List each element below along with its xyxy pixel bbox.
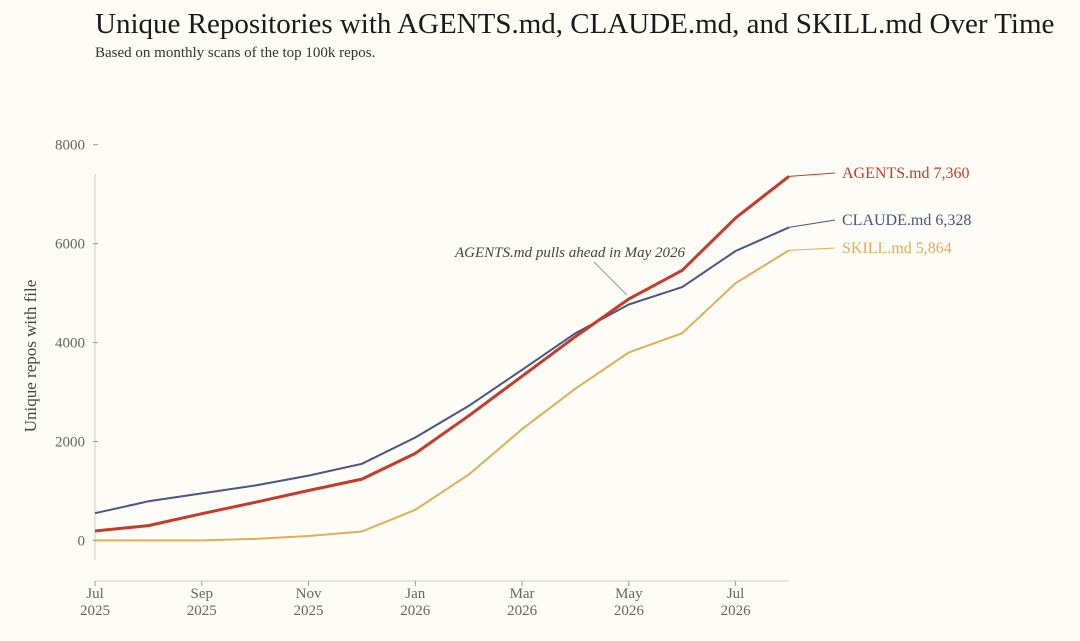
x-tick-month: Nov bbox=[296, 586, 322, 602]
series-line-skill-md bbox=[95, 249, 790, 542]
x-tick-month: Jul bbox=[86, 586, 104, 602]
x-tick-year: 2025 bbox=[187, 603, 217, 619]
y-tick-label: 6000 bbox=[55, 237, 85, 253]
series-end-label: AGENTS.md 7,360 bbox=[842, 165, 970, 182]
chart-subtitle: Based on monthly scans of the top 100k r… bbox=[95, 45, 375, 61]
series-end-label: CLAUDE.md 6,328 bbox=[842, 212, 971, 229]
x-tick-month: Jul bbox=[727, 586, 745, 602]
y-axis-label: Unique repos with file bbox=[21, 280, 40, 433]
x-tick-year: 2025 bbox=[80, 603, 110, 619]
y-tick-label: 8000 bbox=[55, 138, 85, 154]
y-tick-label: 2000 bbox=[55, 434, 85, 450]
x-tick-year: 2026 bbox=[721, 603, 752, 619]
x-tick-month: Mar bbox=[510, 586, 535, 602]
x-tick-year: 2025 bbox=[294, 603, 324, 619]
x-tick-month: May bbox=[615, 586, 643, 602]
x-tick-year: 2026 bbox=[400, 603, 431, 619]
x-tick-year: 2026 bbox=[614, 603, 645, 619]
y-tick-label: 4000 bbox=[55, 336, 85, 352]
series-label-leader bbox=[788, 172, 836, 177]
x-tick-month: Sep bbox=[191, 586, 214, 602]
x-tick-year: 2026 bbox=[507, 603, 538, 619]
series-line-agents-md bbox=[94, 175, 790, 533]
annotation-text: AGENTS.md pulls ahead in May 2026 bbox=[454, 245, 685, 261]
series-label-leader bbox=[788, 247, 836, 251]
series-label-leader bbox=[788, 219, 836, 228]
series-end-label: SKILL.md 5,864 bbox=[842, 240, 952, 257]
y-tick-label: 0 bbox=[78, 533, 86, 549]
series-line-claude-md bbox=[94, 226, 790, 515]
chart-title: Unique Repositories with AGENTS.md, CLAU… bbox=[95, 8, 1054, 40]
annotation-leader bbox=[593, 261, 628, 296]
x-tick-month: Jan bbox=[405, 586, 425, 602]
